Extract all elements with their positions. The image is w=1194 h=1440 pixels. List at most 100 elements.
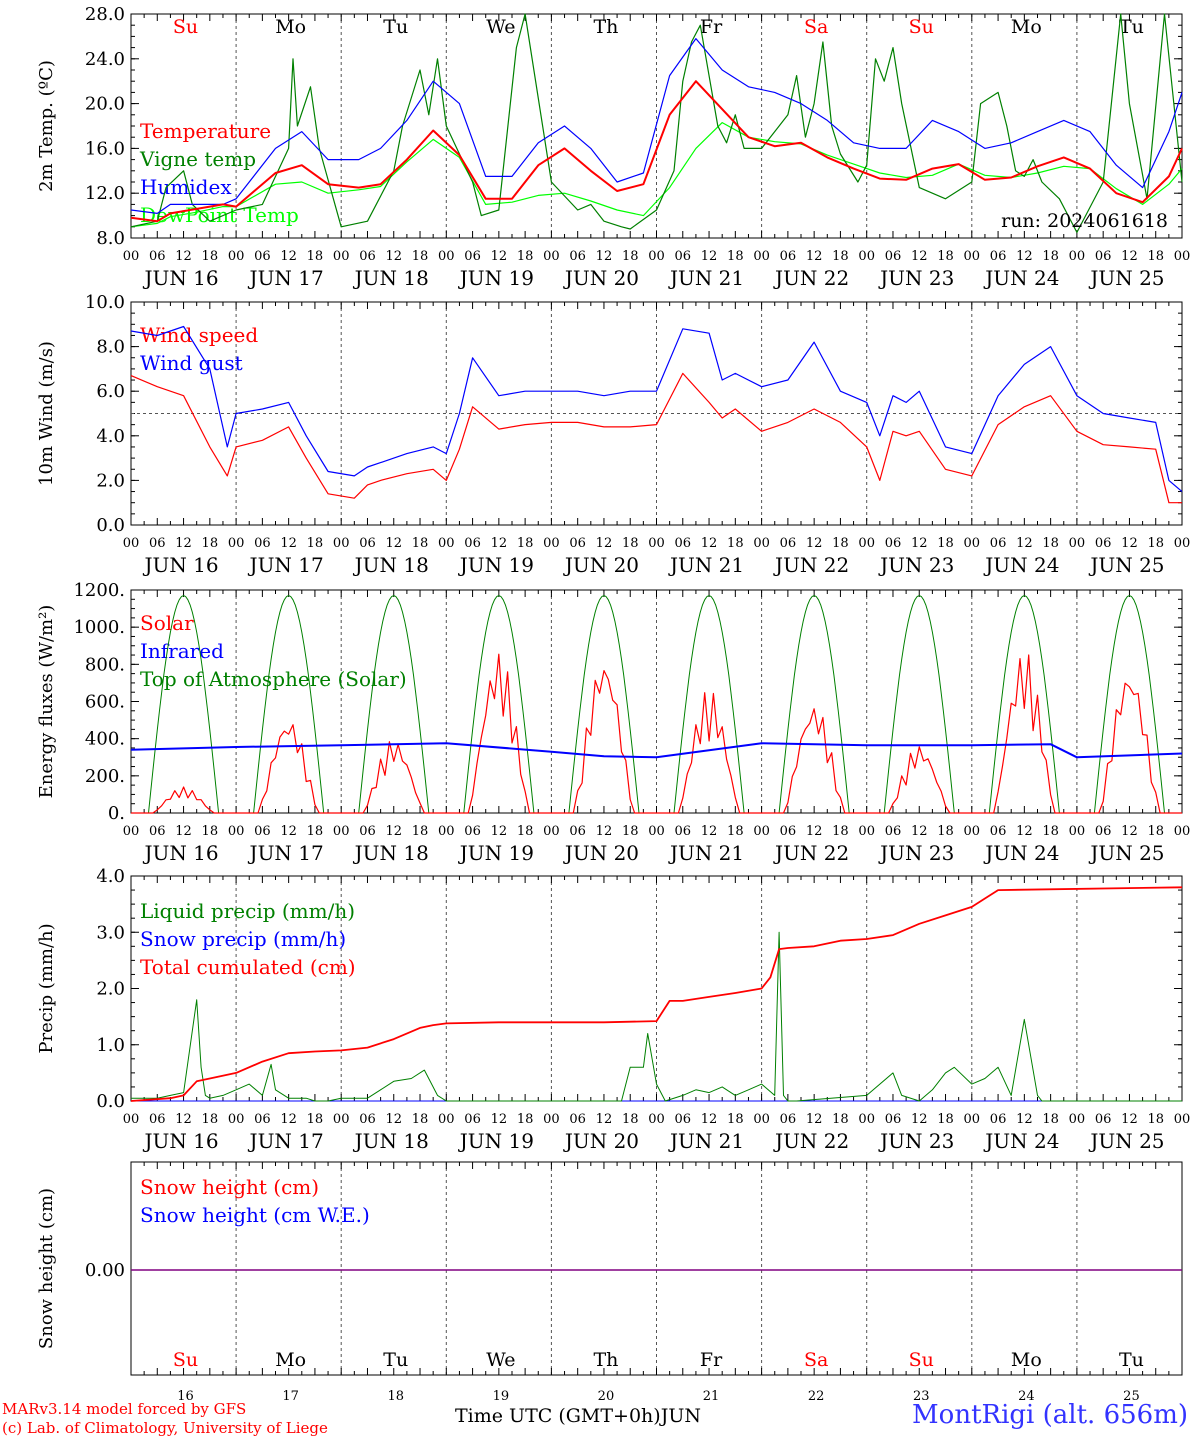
- hour-tick-label: 18: [202, 249, 219, 264]
- date-label: JUN 24: [983, 841, 1059, 865]
- hour-tick-label: 18: [307, 1112, 324, 1127]
- hour-tick-label: 12: [1016, 824, 1033, 839]
- hour-tick-label: 12: [175, 1112, 192, 1127]
- hour-tick-label: 06: [254, 536, 271, 551]
- date-label: JUN 25: [1088, 1129, 1164, 1153]
- legend-label: Temperature: [140, 119, 271, 143]
- hour-tick-label: 06: [675, 249, 692, 264]
- hour-tick-label: 00: [543, 824, 560, 839]
- day-number: 17: [282, 1389, 299, 1404]
- hour-tick-label: 12: [596, 536, 613, 551]
- hour-tick-label: 18: [412, 536, 429, 551]
- hour-tick-label: 12: [1121, 1112, 1138, 1127]
- day-number: 23: [913, 1389, 930, 1404]
- hour-tick-label: 12: [911, 824, 928, 839]
- y-tick-label: 1200.: [73, 580, 125, 601]
- y-axis-label: Snow height (cm): [36, 1188, 57, 1349]
- hour-tick-label: 00: [543, 536, 560, 551]
- hour-tick-label: 00: [753, 824, 770, 839]
- hour-tick-label: 18: [937, 536, 954, 551]
- hour-tick-label: 18: [412, 249, 429, 264]
- hour-tick-label: 12: [280, 1112, 297, 1127]
- hour-tick-label: 18: [727, 1112, 744, 1127]
- hour-tick-label: 06: [254, 824, 271, 839]
- hour-tick-label: 06: [675, 1112, 692, 1127]
- series-line-0: [130, 372, 1182, 504]
- y-tick-label: 8.0: [96, 337, 125, 358]
- hour-tick-label: 00: [1174, 249, 1191, 264]
- day-name: Su: [909, 16, 934, 38]
- day-number: 18: [387, 1389, 404, 1404]
- date-label: JUN 23: [878, 841, 954, 865]
- date-label: JUN 23: [878, 1129, 954, 1153]
- hour-tick-label: 18: [202, 536, 219, 551]
- hour-tick-label: 00: [438, 536, 455, 551]
- day-name: Mo: [275, 16, 306, 38]
- date-label: JUN 21: [668, 266, 744, 290]
- hour-tick-label: 18: [517, 536, 534, 551]
- hour-tick-label: 06: [675, 824, 692, 839]
- day-number: 25: [1123, 1389, 1140, 1404]
- hour-tick-label: 00: [1069, 824, 1086, 839]
- hour-tick-label: 06: [990, 1112, 1007, 1127]
- day-name: Su: [909, 1349, 934, 1371]
- y-tick-label: 1.0: [96, 1035, 125, 1056]
- day-number: 22: [808, 1389, 825, 1404]
- hour-tick-label: 06: [149, 824, 166, 839]
- hour-tick-label: 18: [832, 824, 849, 839]
- hour-tick-label: 00: [1069, 249, 1086, 264]
- day-name: Sa: [804, 16, 828, 38]
- date-label: JUN 25: [1088, 266, 1164, 290]
- hour-tick-label: 12: [911, 536, 928, 551]
- legend-label: Wind gust: [140, 351, 243, 375]
- hour-tick-label: 06: [885, 824, 902, 839]
- y-axis-label: Precip (mm/h): [36, 923, 57, 1053]
- hour-tick-label: 18: [1147, 536, 1164, 551]
- hour-tick-label: 12: [385, 536, 402, 551]
- hour-tick-label: 12: [701, 824, 718, 839]
- day-name: Sa: [804, 1349, 828, 1371]
- hour-tick-label: 12: [806, 249, 823, 264]
- y-tick-label: 200.: [85, 766, 125, 787]
- hour-tick-label: 00: [753, 1112, 770, 1127]
- hour-tick-label: 18: [727, 249, 744, 264]
- date-label: JUN 21: [668, 841, 744, 865]
- hour-tick-label: 00: [123, 824, 140, 839]
- hour-tick-label: 06: [569, 824, 586, 839]
- hour-tick-label: 12: [280, 824, 297, 839]
- legend-label: DewPoint Temp: [140, 203, 299, 227]
- date-label: JUN 16: [142, 841, 218, 865]
- date-label: JUN 25: [1088, 553, 1164, 577]
- legend-label: Infrared: [140, 639, 224, 663]
- date-label: JUN 23: [878, 266, 954, 290]
- hour-tick-label: 06: [990, 249, 1007, 264]
- temperature-panel: 8.0 12.0 16.0 20.0 24.0 28.0 2m Temp. (ºC) 00 06…: [36, 4, 1190, 290]
- hour-tick-label: 12: [596, 824, 613, 839]
- hour-tick-label: 06: [885, 1112, 902, 1127]
- hour-tick-label: 00: [438, 249, 455, 264]
- hour-tick-label: 18: [1147, 824, 1164, 839]
- hour-tick-label: 12: [1016, 536, 1033, 551]
- hour-tick-label: 12: [1121, 249, 1138, 264]
- day-number: 20: [598, 1389, 615, 1404]
- hour-tick-label: 00: [648, 1112, 665, 1127]
- hour-tick-label: 12: [1121, 536, 1138, 551]
- legend-label: Solar: [140, 611, 194, 635]
- hour-tick-label: 00: [438, 1112, 455, 1127]
- date-label: JUN 17: [248, 841, 324, 865]
- date-label: JUN 17: [248, 1129, 324, 1153]
- hour-tick-label: 00: [858, 1112, 875, 1127]
- hour-tick-label: 00: [333, 824, 350, 839]
- hour-tick-label: 00: [964, 1112, 981, 1127]
- hour-tick-label: 18: [727, 536, 744, 551]
- hour-tick-label: 12: [491, 249, 508, 264]
- date-label: JUN 20: [563, 553, 639, 577]
- hour-tick-label: 18: [202, 824, 219, 839]
- date-label: JUN 23: [878, 553, 954, 577]
- day-number: 16: [177, 1389, 194, 1404]
- date-label: JUN 19: [458, 553, 534, 577]
- y-axis-label: 10m Wind (m/s): [36, 341, 57, 486]
- x-axis-label: Time UTC (GMT+0h): [455, 1405, 661, 1427]
- date-label: JUN 21: [668, 553, 744, 577]
- hour-tick-label: 00: [1069, 536, 1086, 551]
